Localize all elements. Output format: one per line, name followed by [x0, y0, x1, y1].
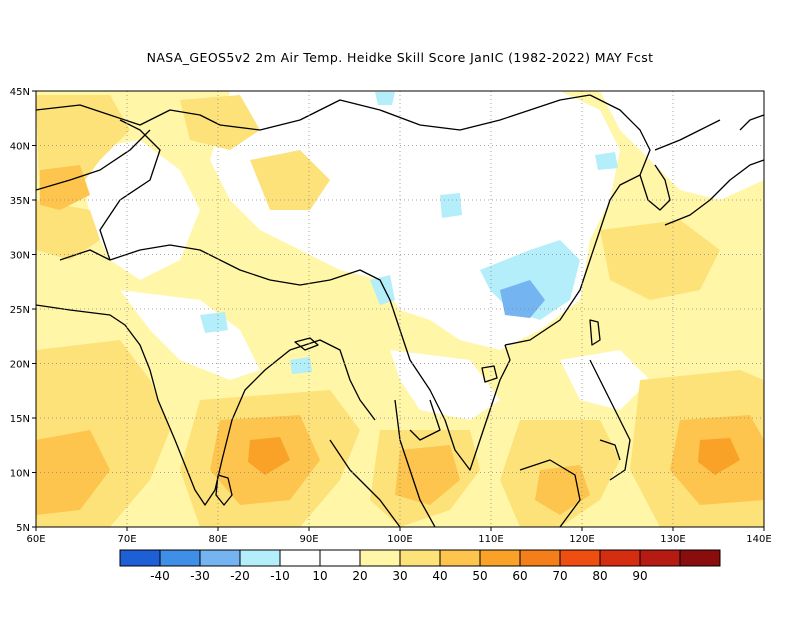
lat-label: 25N — [10, 305, 30, 316]
colorbar-label: 10 — [312, 569, 327, 583]
colorbar-swatch — [439, 549, 481, 567]
colorbar-swatch — [199, 549, 241, 567]
lon-label: 140E — [746, 534, 771, 545]
colorbar-swatch — [359, 549, 401, 567]
colorbar-swatch — [239, 549, 281, 567]
colorbar-swatch — [519, 549, 561, 567]
lon-label: 110E — [478, 534, 503, 545]
lat-label: 10N — [10, 469, 30, 480]
lat-label: 45N — [10, 87, 30, 98]
colorbar-label: 50 — [472, 569, 487, 583]
colorbar-swatch — [559, 549, 601, 567]
coastlines-borders — [36, 94, 764, 527]
colorbar-labels: -40 -30 -20 -10 10 20 30 40 50 60 70 80 … — [150, 569, 647, 583]
colorbar-label: -10 — [270, 569, 290, 583]
colorbar-swatch — [119, 549, 161, 567]
lat-label: 35N — [10, 196, 30, 207]
colorbar-swatch — [159, 549, 201, 567]
lon-label: 80E — [208, 534, 227, 545]
graticule — [36, 91, 764, 527]
colorbar-label: 70 — [552, 569, 567, 583]
longitude-labels: 60E 70E 80E 90E 100E 110E 120E 130E 140E — [26, 534, 771, 545]
colorbar-label: -40 — [150, 569, 170, 583]
lat-label: 20N — [10, 360, 30, 371]
colorbar-label: 90 — [632, 569, 647, 583]
colorbar-label: 20 — [352, 569, 367, 583]
colorbar-swatch — [679, 549, 721, 567]
colorbar-swatch — [639, 549, 681, 567]
map-title: NASA_GEOS5v2 2m Air Temp. Heidke Skill S… — [146, 50, 654, 65]
colorbar-swatch — [599, 549, 641, 567]
lat-label: 15N — [10, 414, 30, 425]
colorbar-swatch — [319, 549, 361, 567]
colorbar-label: 60 — [512, 569, 527, 583]
lat-label: 40N — [10, 142, 30, 153]
colorbar-label: 30 — [392, 569, 407, 583]
latitude-labels: 45N 40N 35N 30N 25N 20N 15N 10N 5N — [10, 87, 30, 534]
colorbar-label: -30 — [190, 569, 210, 583]
colorbar-swatch — [479, 549, 521, 567]
colorbar-swatch — [399, 549, 441, 567]
axis-ticks — [32, 90, 765, 531]
colorbar-label: 80 — [592, 569, 607, 583]
colorbar-label: 40 — [432, 569, 447, 583]
lat-label: 30N — [10, 251, 30, 262]
lon-label: 130E — [660, 534, 685, 545]
lon-label: 90E — [299, 534, 318, 545]
colorbar-swatch — [279, 549, 321, 567]
lon-label: 120E — [569, 534, 594, 545]
colorbar — [119, 549, 721, 567]
lon-label: 60E — [26, 534, 45, 545]
lon-label: 70E — [117, 534, 136, 545]
colorbar-label: -20 — [230, 569, 250, 583]
lon-label: 100E — [387, 534, 412, 545]
lat-label: 5N — [16, 523, 30, 534]
